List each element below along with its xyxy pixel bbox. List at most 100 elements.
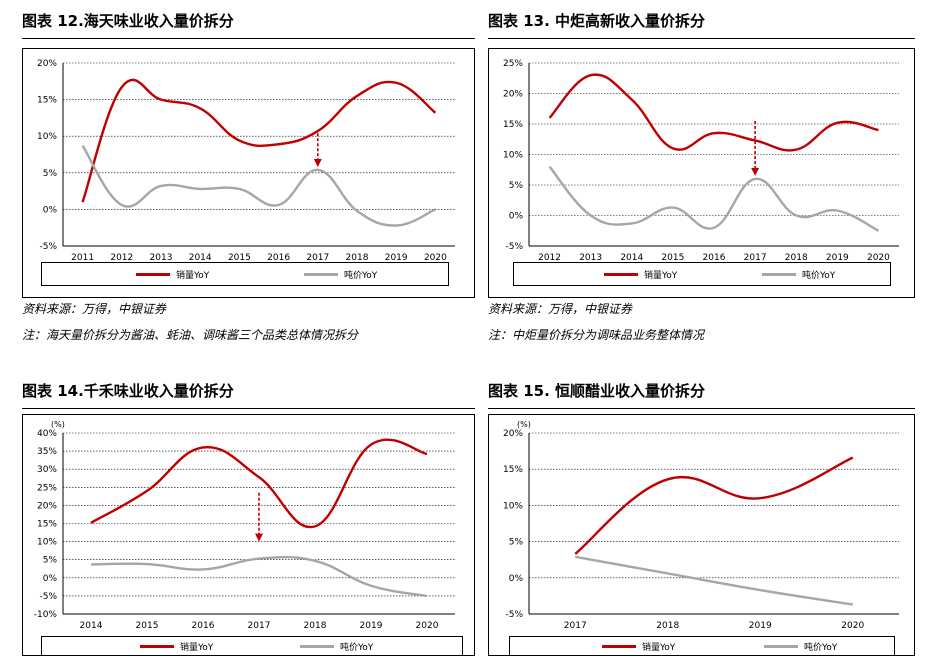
unit-label: (%) [51,420,65,429]
x-tick-label: 2019 [749,621,772,631]
x-tick-label: 2017 [306,253,329,263]
x-tick-label: 2016 [267,253,290,263]
chart-frame: -10% -5% 0% 5% 10% 15% 20% 25% 30% 35% 40% (%) 2014 2… [22,414,475,656]
legend-swatch-price [762,272,796,276]
x-tick-label: 2017 [248,621,271,631]
chart-title: 图表 14.千禾味业收入量价拆分 [22,382,234,400]
series-line-price [548,165,879,232]
y-tick-label: 10% [503,501,523,511]
y-tick-label: -5% [505,242,523,252]
legend-item-price: 吨价YoY [304,263,377,285]
y-tick-label: 0% [509,212,524,222]
series-line-price [90,555,428,598]
y-tick-label: 10% [37,132,57,142]
y-tick-label: 0% [509,574,524,584]
y-tick-label: 15% [37,96,57,106]
legend-label-volume: 销量YoY [176,270,210,281]
legend-label-price: 吨价YoY [340,642,374,653]
legend-swatch-price [300,644,334,648]
x-tick-label: 2014 [80,621,103,631]
arrow-head [313,158,322,167]
x-tick-label: 2018 [656,621,679,631]
title-rule [22,38,475,39]
series-line-volume [90,438,428,529]
x-tick-label: 2013 [150,253,173,263]
chart-frame: -5% 0% 5% 10% 15% 20% 25% 2012 2013 2014 2015 2016 2… [488,48,915,298]
y-tick-label: -5% [39,242,57,252]
x-tick-label: 2019 [360,621,383,631]
x-tick-label: 2020 [867,253,890,263]
x-tick-label: 2019 [826,253,849,263]
y-tick-label: 40% [37,429,57,439]
y-tick-label: 5% [509,538,524,548]
x-tick-label: 2018 [304,621,327,631]
legend-item-price: 吨价YoY [300,637,373,655]
y-tick-label: 20% [503,90,523,100]
legend-label-price: 吨价YoY [344,270,378,281]
line-chart: -10% -5% 0% 5% 10% 15% 20% 25% 30% 35% 40%(%) 2014 2… [34,420,455,631]
legend-label-price: 吨价YoY [802,270,836,281]
y-tick-label: 5% [43,556,58,566]
x-tick-label: 2012 [110,253,133,263]
y-tick-label: 5% [43,169,58,179]
x-tick-label: 2017 [744,253,767,263]
y-tick-label: 20% [37,59,57,69]
arrow-head [255,533,263,542]
title-rule [488,38,915,39]
unit-label: (%) [517,420,531,429]
legend-label-volume: 销量YoY [642,642,676,653]
legend-swatch-price [764,644,798,648]
chart-frame: -5% 0% 5% 10% 15% 20% 2011 2012 2013 2014 2015 2016… [22,48,475,298]
y-tick-label: 35% [37,447,57,457]
y-tick-label: 15% [503,120,523,130]
legend-swatch-price [304,272,338,276]
y-tick-label: 10% [503,151,523,161]
x-tick-label: 2014 [189,253,212,263]
panel-13: 图表 13. 中炬高新收入量价拆分 -5% 0% 5% 10% 15% 20% 25% 201… [488,10,915,350]
chart-title: 图表 13. 中炬高新收入量价拆分 [488,12,706,30]
legend-item-price: 吨价YoY [762,263,835,285]
x-tick-label: 2020 [424,253,447,263]
legend-item-volume: 销量YoY [602,637,675,655]
x-tick-label: 2015 [136,621,159,631]
x-tick-label: 2015 [661,253,684,263]
chart-legend: 销量YoY 吨价YoY [41,636,463,655]
y-tick-label: 25% [503,59,523,69]
y-tick-label: -5% [39,592,57,602]
y-tick-label: -10% [34,610,58,620]
series-line-volume [574,456,854,555]
y-tick-label: 5% [509,181,524,191]
arrow-head [751,167,760,176]
title-rule [488,408,915,409]
x-tick-label: 2011 [71,253,94,263]
title-rule [22,408,475,409]
legend-swatch-volume [140,644,174,648]
legend-swatch-volume [602,644,636,648]
y-tick-label: -5% [505,610,523,620]
legend-item-price: 吨价YoY [764,637,837,655]
x-tick-label: 2016 [703,253,726,263]
y-tick-label: 15% [37,520,57,530]
x-tick-label: 2013 [579,253,602,263]
line-chart: -5% 0% 5% 10% 15% 20%(%) 2017 2018 2019 2020 [503,420,899,631]
x-tick-label: 2019 [385,253,408,263]
panel-15: 图表 15. 恒顺醋业收入量价拆分 -5% 0% 5% 10% 15% 20% (%) 201… [488,380,915,657]
chart-legend: 销量YoY 吨价YoY [509,636,895,655]
y-tick-label: 20% [503,429,523,439]
source-note: 资料来源：万得，中银证券 [488,302,633,316]
x-tick-label: 2020 [841,621,864,631]
legend-item-volume: 销量YoY [140,637,213,655]
footnote: 注：海天量价拆分为酱油、蚝油、调味酱三个品类总体情况拆分 [22,328,359,342]
x-tick-label: 2018 [346,253,369,263]
y-tick-label: 20% [37,501,57,511]
series-line-price [575,555,853,606]
y-tick-label: 30% [37,465,57,475]
legend-swatch-volume [604,272,638,276]
x-tick-label: 2020 [416,621,439,631]
x-tick-label: 2015 [228,253,251,263]
panel-12: 图表 12.海天味业收入量价拆分 -5% 0% 5% 10% 15% 20% 2011 201… [22,10,475,350]
y-tick-label: 15% [503,465,523,475]
line-chart: -5% 0% 5% 10% 15% 20% 25% 2012 2013 2014 2015 2016 2… [503,59,899,263]
footnote: 注：中炬量价拆分为调味品业务整体情况 [488,328,705,342]
series-line-price [81,145,436,227]
